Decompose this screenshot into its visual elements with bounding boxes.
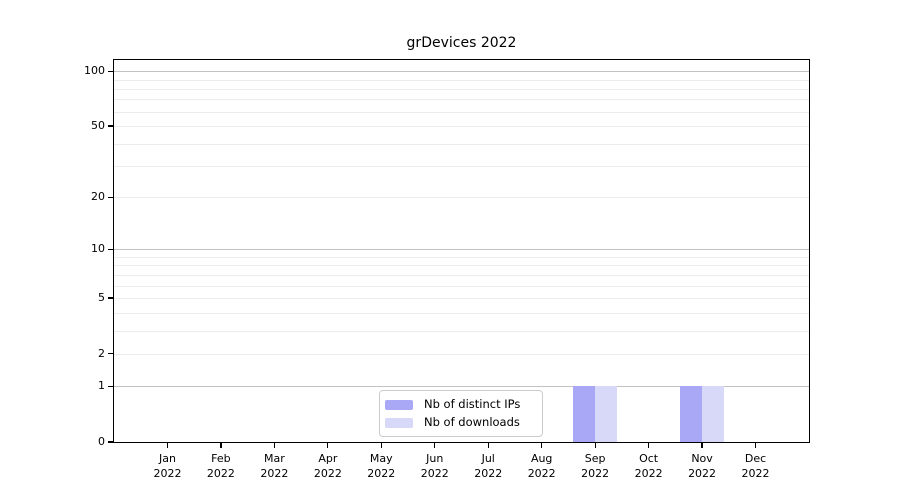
legend-label: Nb of distinct IPs	[424, 397, 521, 411]
minor-gridline	[114, 111, 809, 113]
minor-gridline	[114, 353, 809, 355]
x-tick-mark	[327, 443, 329, 448]
x-tick-label: Jul 2022	[474, 452, 503, 480]
bar-downloads	[595, 386, 618, 442]
x-tick-label: May 2022	[367, 452, 396, 480]
x-tick-mark	[273, 443, 275, 448]
minor-gridline	[114, 330, 809, 332]
y-tick-mark	[108, 353, 113, 355]
major-gridline	[114, 71, 809, 73]
y-tick-mark	[108, 196, 113, 198]
minor-gridline	[114, 256, 809, 258]
x-tick-label: Mar 2022	[260, 452, 289, 480]
minor-gridline	[114, 285, 809, 287]
x-tick-mark	[701, 443, 703, 448]
minor-gridline	[114, 298, 809, 299]
x-tick-label: Feb 2022	[206, 452, 235, 480]
x-tick-mark	[594, 443, 596, 448]
chart-title: grDevices 2022	[406, 35, 517, 51]
y-tick-label: 0	[98, 435, 105, 448]
y-tick-label: 10	[91, 242, 105, 256]
minor-gridline	[114, 99, 809, 101]
y-tick-mark	[108, 248, 113, 250]
y-tick-label: 100	[84, 64, 105, 78]
x-tick-mark	[541, 443, 543, 448]
minor-gridline	[114, 265, 809, 267]
y-tick-label: 50	[91, 119, 105, 133]
x-tick-label: Jun 2022	[420, 452, 449, 480]
minor-gridline	[114, 166, 809, 168]
y-tick-label: 2	[98, 346, 105, 360]
x-tick-label: Sep 2022	[581, 452, 610, 480]
bar-distinct-ips	[680, 386, 703, 442]
y-tick-label: 1	[98, 379, 105, 393]
y-tick-mark	[108, 297, 113, 299]
x-tick-mark	[487, 443, 489, 448]
x-tick-label: Jan 2022	[153, 452, 182, 480]
minor-gridline	[114, 88, 809, 90]
distinct-ips-swatch-icon	[385, 399, 413, 410]
bar-distinct-ips	[573, 386, 596, 442]
minor-gridline	[114, 79, 809, 81]
y-tick-mark	[108, 125, 113, 127]
downloads-swatch-icon	[385, 417, 413, 428]
y-tick-label: 20	[91, 190, 105, 204]
x-tick-mark	[648, 443, 650, 448]
x-tick-label: Aug 2022	[527, 452, 556, 480]
minor-gridline	[114, 143, 809, 145]
x-tick-mark	[166, 443, 169, 448]
y-tick-mark	[108, 70, 113, 72]
x-tick-mark	[434, 443, 436, 448]
legend: Nb of distinct IPs Nb of downloads	[379, 390, 543, 437]
bar-downloads	[702, 386, 725, 442]
legend-label: Nb of downloads	[424, 415, 520, 429]
minor-gridline	[114, 312, 809, 314]
x-tick-mark	[754, 443, 757, 448]
legend-item-downloads: Nb of downloads	[385, 414, 535, 431]
plot-area	[113, 59, 810, 443]
x-tick-label: Dec 2022	[741, 452, 770, 480]
y-tick-mark	[108, 385, 113, 387]
x-tick-mark	[380, 443, 382, 448]
y-tick-label: 5	[98, 291, 105, 304]
x-tick-label: Apr 2022	[313, 452, 342, 480]
minor-gridline	[114, 126, 809, 128]
x-tick-label: Nov 2022	[688, 452, 717, 480]
minor-gridline	[114, 197, 809, 199]
legend-item-distinct-ips: Nb of distinct IPs	[385, 396, 535, 413]
x-tick-label: Oct 2022	[634, 452, 663, 480]
minor-gridline	[114, 274, 809, 276]
y-tick-mark	[108, 441, 113, 443]
x-tick-mark	[220, 443, 222, 448]
major-gridline	[114, 386, 809, 388]
major-gridline	[114, 249, 809, 251]
